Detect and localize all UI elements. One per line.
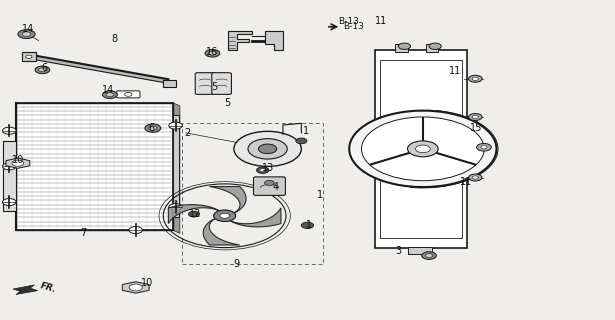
FancyBboxPatch shape [117,91,140,98]
Bar [16,103,172,230]
Circle shape [129,284,142,291]
Circle shape [477,143,491,151]
Polygon shape [230,208,281,227]
Circle shape [149,126,157,130]
Circle shape [125,92,132,96]
Text: 6: 6 [42,63,48,73]
FancyBboxPatch shape [253,177,285,196]
Text: 14: 14 [22,24,34,34]
Circle shape [422,252,437,260]
Text: 9: 9 [234,259,240,268]
FancyBboxPatch shape [22,52,36,61]
Circle shape [258,144,277,154]
FancyBboxPatch shape [408,247,432,254]
Text: 5: 5 [211,82,217,92]
Circle shape [469,174,482,181]
FancyBboxPatch shape [195,73,215,94]
Text: 11: 11 [459,177,472,187]
Polygon shape [34,55,170,84]
Circle shape [408,141,438,157]
Circle shape [220,213,229,218]
Circle shape [39,68,46,72]
FancyBboxPatch shape [164,80,175,87]
Circle shape [472,116,478,119]
Polygon shape [203,219,240,245]
Circle shape [208,51,216,55]
Circle shape [129,227,143,234]
Circle shape [426,254,433,258]
Text: 6: 6 [148,123,154,133]
FancyBboxPatch shape [212,73,231,94]
FancyBboxPatch shape [395,44,408,52]
Polygon shape [228,31,252,50]
Text: 11: 11 [448,66,461,76]
Circle shape [481,146,487,149]
Circle shape [264,180,274,186]
Text: 16: 16 [206,47,218,57]
Text: 8: 8 [111,34,117,44]
Text: 2: 2 [184,128,191,138]
Circle shape [188,211,199,217]
Polygon shape [172,103,180,233]
Circle shape [469,75,482,82]
Polygon shape [13,285,38,294]
Circle shape [2,198,16,205]
Circle shape [349,111,496,187]
Polygon shape [122,282,149,293]
Circle shape [248,139,287,159]
Circle shape [169,122,182,129]
Text: 1: 1 [317,190,323,200]
Text: 10: 10 [12,155,24,165]
Circle shape [106,93,114,97]
Circle shape [469,114,482,121]
Circle shape [35,66,50,74]
Circle shape [301,222,314,228]
Circle shape [260,169,266,172]
Text: 4: 4 [272,182,279,192]
Polygon shape [169,204,219,224]
Text: 1: 1 [306,220,312,230]
Circle shape [12,160,24,166]
Circle shape [296,138,307,144]
Text: 5: 5 [224,98,231,108]
Text: 11: 11 [375,16,387,27]
Circle shape [22,32,31,36]
Polygon shape [375,50,467,248]
Polygon shape [210,187,246,213]
Circle shape [234,131,301,166]
Bar [181,123,323,264]
Circle shape [416,145,430,153]
Circle shape [399,43,411,50]
Text: FR.: FR. [39,282,58,295]
Circle shape [145,124,161,132]
FancyBboxPatch shape [2,141,16,211]
Polygon shape [6,158,30,168]
Text: 7: 7 [81,228,87,238]
Circle shape [205,50,220,57]
Polygon shape [264,31,283,50]
Circle shape [429,43,442,50]
Circle shape [256,167,269,173]
Circle shape [103,91,117,99]
Text: 13: 13 [262,163,274,173]
Text: 12: 12 [189,209,201,219]
Text: B-13: B-13 [338,17,359,26]
Circle shape [2,127,16,134]
Circle shape [26,55,32,58]
Circle shape [169,204,182,211]
Text: 1: 1 [303,126,309,136]
Text: 15: 15 [470,123,482,133]
Circle shape [362,117,484,181]
Circle shape [472,176,478,179]
Bar [172,116,178,217]
Circle shape [2,163,16,170]
Text: 10: 10 [141,278,153,288]
Circle shape [472,77,478,80]
Text: B-13: B-13 [343,22,364,31]
Circle shape [18,30,35,39]
Text: 3: 3 [395,246,402,256]
Circle shape [213,210,236,221]
FancyBboxPatch shape [426,44,438,52]
Text: 14: 14 [102,85,114,95]
